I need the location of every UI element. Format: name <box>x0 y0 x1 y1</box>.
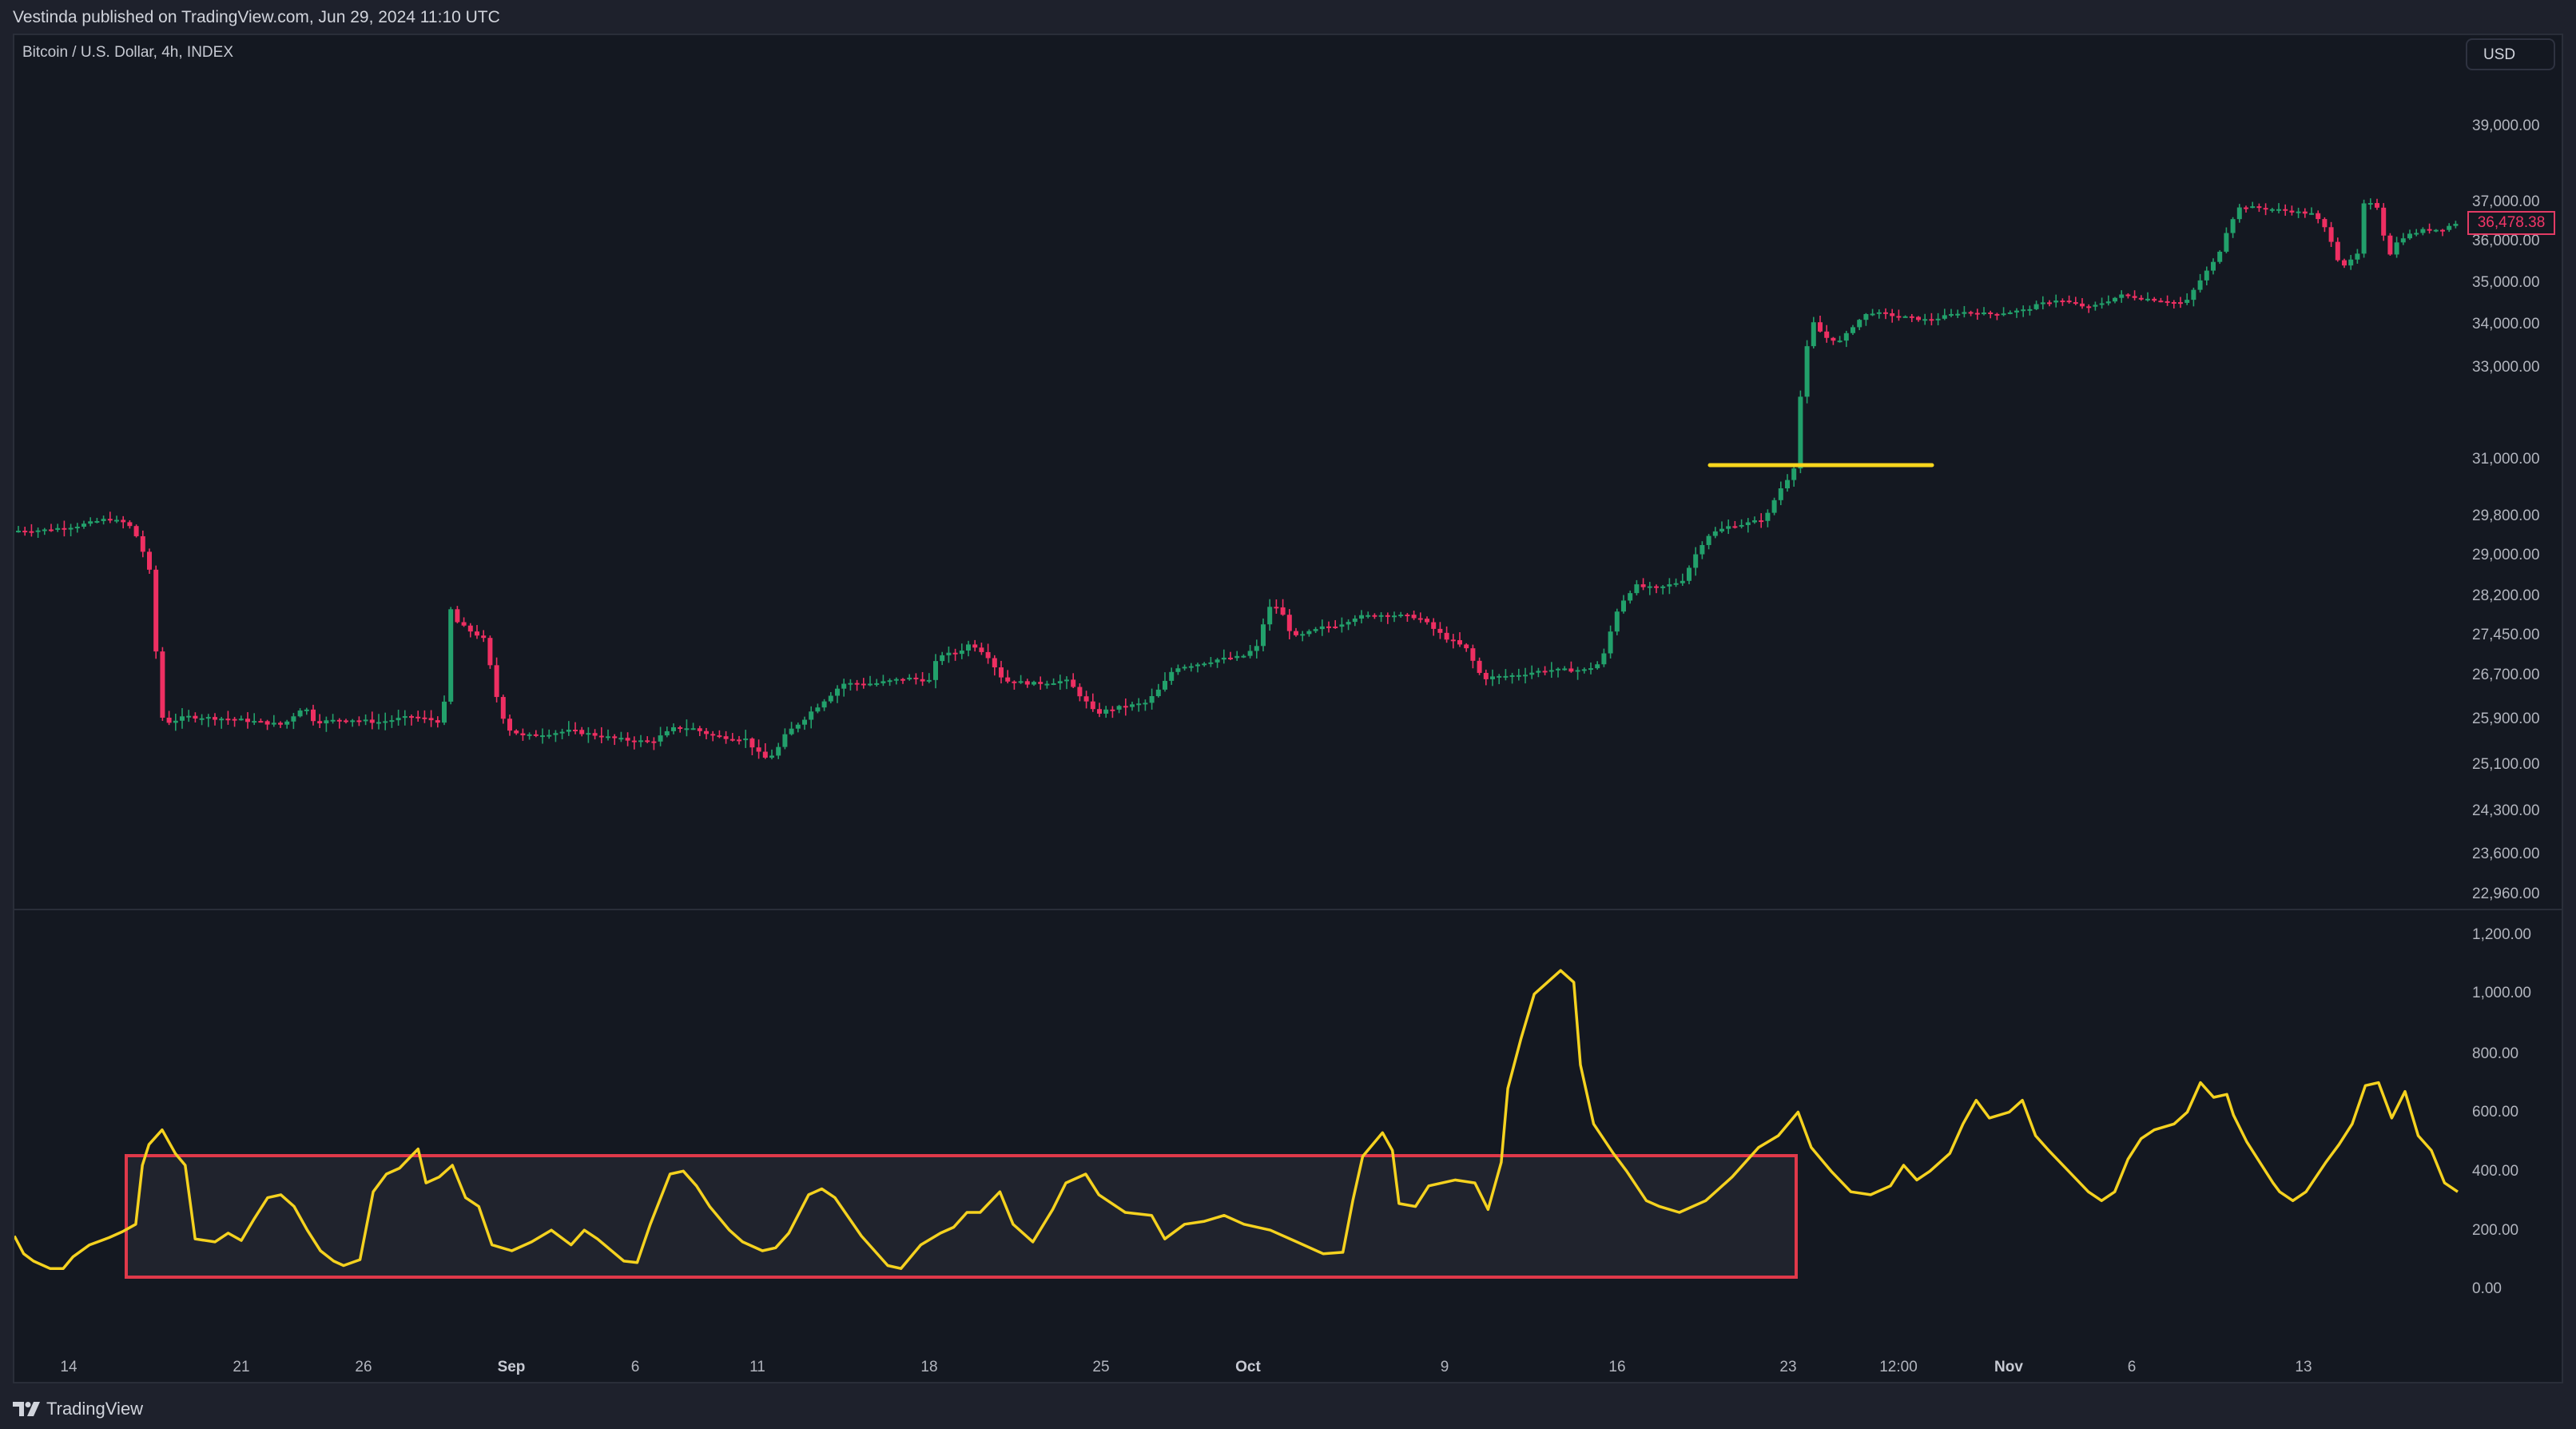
time-axis-label: 11 <box>749 1359 765 1375</box>
tradingview-brand-text: TradingView <box>46 1399 144 1419</box>
price-axis-label: 28,200.00 <box>2472 587 2540 604</box>
time-axis-label: 13 <box>2295 1359 2312 1375</box>
price-axis-label: 35,000.00 <box>2472 274 2540 291</box>
price-axis-label: 29,800.00 <box>2472 508 2540 524</box>
time-axis-label: Nov <box>1994 1359 2023 1375</box>
highlight-rectangle[interactable] <box>125 1154 1798 1279</box>
time-axis-label: 23 <box>1779 1359 1797 1375</box>
price-axis-label: 29,000.00 <box>2472 547 2540 563</box>
published-caption: Vestinda published on TradingView.com, J… <box>13 8 500 26</box>
price-axis-label: 39,000.00 <box>2472 117 2540 134</box>
symbol-title: Bitcoin / U.S. Dollar, 4h, INDEX <box>22 44 233 61</box>
price-axis-label: 31,000.00 <box>2472 451 2540 468</box>
time-axis-label: Oct <box>1235 1359 1261 1375</box>
indicator-axis-label: 600.00 <box>2472 1104 2519 1121</box>
time-axis-label: Sep <box>497 1359 526 1375</box>
price-axis-label: 37,000.00 <box>2472 193 2540 210</box>
indicator-axis-label: 400.00 <box>2472 1163 2519 1180</box>
candles <box>16 198 2459 760</box>
time-axis-label: 21 <box>233 1359 250 1375</box>
price-axis-label: 23,600.00 <box>2472 846 2540 862</box>
price-axis-label: 36,000.00 <box>2472 233 2540 249</box>
indicator-axis-label: 800.00 <box>2472 1045 2519 1062</box>
indicator-axis-label: 0.00 <box>2472 1280 2502 1297</box>
time-axis-label: 12:00 <box>1879 1359 1918 1375</box>
time-axis-label: 9 <box>1440 1359 1449 1375</box>
time-axis-label: 25 <box>1092 1359 1110 1375</box>
price-axis-label: 24,300.00 <box>2472 802 2540 819</box>
price-axis-label: 25,900.00 <box>2472 711 2540 727</box>
price-axis-label: 27,450.00 <box>2472 627 2540 643</box>
indicator-axis-label: 1,200.00 <box>2472 926 2531 943</box>
pane-separator[interactable] <box>13 909 2563 910</box>
price-axis-label: 34,000.00 <box>2472 316 2540 332</box>
time-axis-label: 18 <box>920 1359 938 1375</box>
time-axis-label: 6 <box>2127 1359 2137 1375</box>
price-axis-label: 33,000.00 <box>2472 359 2540 376</box>
tradingview-logo[interactable]: TradingView <box>13 1399 143 1419</box>
indicator-line <box>14 969 2459 1270</box>
time-axis-label: 16 <box>1608 1359 1626 1375</box>
price-axis-label: 22,960.00 <box>2472 886 2540 902</box>
indicator-axis-label: 1,000.00 <box>2472 985 2531 1001</box>
tradingview-logo-icon <box>13 1402 40 1416</box>
price-axis-label: 26,700.00 <box>2472 667 2540 683</box>
time-axis-label: 26 <box>355 1359 372 1375</box>
price-axis-label: 25,100.00 <box>2472 756 2540 773</box>
time-axis-label: 6 <box>630 1359 640 1375</box>
currency-button[interactable]: USD <box>2466 38 2555 70</box>
last-price-label: 36,478.38 <box>2467 211 2555 235</box>
indicator-axis-label: 200.00 <box>2472 1222 2519 1239</box>
time-axis-label: 14 <box>60 1359 78 1375</box>
